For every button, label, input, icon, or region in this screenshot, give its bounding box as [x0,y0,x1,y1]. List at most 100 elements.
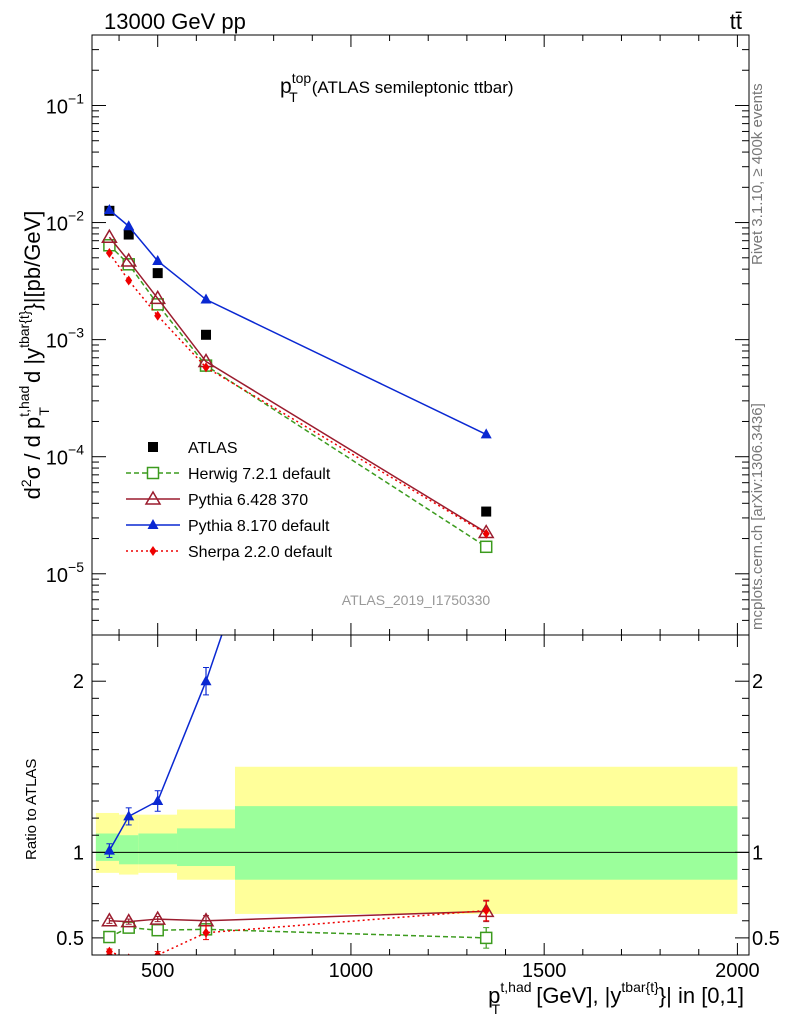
uncertainty-band-stat [177,828,235,867]
plot-title-sub: T [289,89,298,105]
ratio-y-tick-label-left: 2 [73,671,84,693]
point-pythia8 [123,220,135,231]
series-pythia8 [103,204,492,439]
legend-label: Pythia 8.170 default [188,518,330,535]
legend-item-atlas: ATLAS [148,440,238,457]
point-pythia8 [200,293,212,304]
ratio-ylabel: Ratio to ATLAS [23,759,40,860]
ratio-point-pythia8 [103,844,115,855]
ratio-frame [91,634,750,956]
uncertainty-band-stat [95,833,120,861]
point-sherpa [105,247,113,258]
point-atlas [201,329,212,340]
legend-item-pythia8: Pythia 8.170 default [126,518,330,535]
legend-marker [148,442,158,452]
ratio-uncertainty-bands [92,766,749,914]
y-tick-label: 10−5 [46,559,84,587]
ratio-point-pythia6 [101,912,118,927]
mcplots-text: mcplots.cern.ch [arXiv:1306.3436] [749,403,766,630]
x-tick-label: 1500 [522,960,567,982]
ratio-y-tick-label-left: 0.5 [56,928,84,950]
point-sherpa [482,528,490,539]
y-tick-label: 10−2 [46,208,84,236]
point-pythia8 [480,428,492,439]
ratio-y-tick-label-left: 1 [73,842,84,864]
ratio-point-pythia8 [200,675,212,686]
point-pythia8 [152,254,164,265]
mcplots-label: mcplots.cern.ch [arXiv:1306.3436] [749,403,766,630]
plot-title-p: p [280,75,292,98]
main-panel: 10−1 10−2 10−3 10−4 10−5 ptop T (ATLAS semilep… [46,34,750,955]
point-sherpa [125,275,133,286]
rivet-version-label: Rivet 3.1.10, ≥ 400k events [749,83,766,265]
y-tick-label: 10−4 [46,442,84,470]
point-pythia8 [103,204,115,215]
ratio-point-sherpa [202,927,210,938]
ratio-line-sherpa [109,909,487,955]
legend-label: Herwig 7.2.1 default [188,466,331,483]
legend-marker [147,519,159,529]
point-pythia6 [120,252,138,267]
legend-item-pythia6: Pythia 6.428 370 [126,490,308,509]
main-axis-ticks: 10−1 10−2 10−3 10−4 10−5 [46,34,749,955]
ratio-point-pythia8 [123,810,135,821]
plot-title-rest: (ATLAS semileptonic ttbar) [312,78,514,97]
header-process: tt̄ [730,9,742,34]
ratio-y-tick-label-right: 0.5 [752,928,780,950]
series-sherpa [105,247,490,539]
main-ylabel: d2σ / d pt,had T d |ytbar{t}}|[pb/GeV] [16,211,52,500]
ratio-line-herwig [109,926,487,939]
legend-label: Pythia 6.428 370 [188,492,308,509]
ratio-point-herwig [151,923,164,937]
legend-label: Sherpa 2.2.0 default [188,544,333,561]
ratio-point-pythia6 [149,910,167,925]
plot-title: ptop T (ATLAS semileptonic ttbar) [280,70,514,105]
point-atlas [481,506,492,517]
legend-item-herwig: Herwig 7.2.1 default [126,466,331,483]
point-sherpa [154,310,162,321]
ratio-point-sherpa [154,950,162,955]
x-tick-label: 500 [141,960,174,982]
ratio-series-clipped [101,635,495,955]
legend: ATLAS Herwig 7.2.1 default Pythia 6.428 37… [126,440,333,561]
xlabel: pt,had T [GeV], |ytbar{t}}| in [0,1] [488,979,744,1017]
line-pythia8 [108,209,487,436]
uncertainty-band-stat [119,835,139,865]
ratio-ylabel-text: Ratio to ATLAS [23,759,40,860]
ratio-series-sherpa [105,899,490,955]
rivet-version-text: Rivet 3.1.10, ≥ 400k events [749,83,766,265]
uncertainty-band-stat [138,833,178,865]
ratio-series-herwig [103,921,493,949]
ratio-series-pythia8 [103,635,223,858]
legend-item-sherpa: Sherpa 2.2.0 default [126,544,333,561]
ratio-data-series [101,635,495,955]
uncertainty-band-stat [234,806,738,880]
analysis-watermark: ATLAS_2019_I1750330 [342,592,491,608]
y-tick-label: 10−1 [46,90,84,118]
y-tick-label: 10−3 [46,325,84,353]
ratio-point-herwig [479,931,493,945]
point-pythia6 [149,289,167,305]
plot-title-sup: top [292,70,312,86]
point-atlas [152,268,163,279]
legend-marker [149,546,157,556]
legend-marker [146,466,160,480]
ratio-point-pythia6 [120,913,138,928]
header-collision: 13000 GeV pp [104,9,246,34]
legend-label: ATLAS [188,440,238,457]
x-tick-label: 1000 [329,960,374,982]
point-sherpa [202,362,210,373]
main-ylabel-text: d2σ / d pt,had T d |ytbar{t}}|[pb/GeV] [16,211,52,500]
line-pythia6 [108,236,487,534]
ratio-point-herwig [103,930,116,944]
point-herwig [479,540,493,554]
ratio-point-sherpa [482,905,490,916]
ratio-axis-ticks: 2 2 1 1 0.5 0.5 500 1000 1500 2000 [56,663,780,982]
ratio-point-sherpa [105,946,113,955]
point-pythia6 [101,228,118,243]
main-data-series [101,204,495,554]
legend-marker [144,490,162,505]
ratio-y-tick-label-right: 2 [752,671,763,693]
ratio-point-pythia8 [152,794,164,805]
